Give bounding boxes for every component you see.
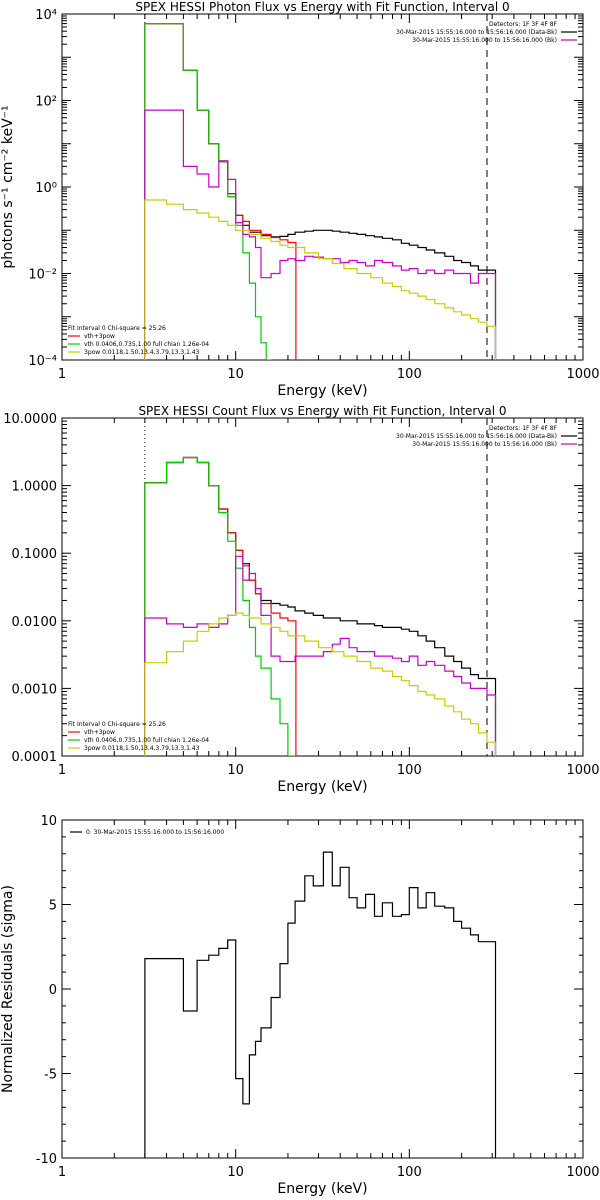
- y-tick-label: -5: [44, 1068, 57, 1083]
- legend-entry: Detectors: 1F 3F 4F 8F: [489, 21, 558, 28]
- chart-title: SPEX HESSI Count Flux vs Energy with Fit…: [138, 404, 506, 418]
- x-tick-label: 100: [397, 1165, 422, 1180]
- chart-panel-0: 1 10 100 1000 10⁻⁴ 10⁻² 10⁰ 10² 10⁴ SPEX HESSI Ph…: [0, 0, 600, 399]
- legend-entry: 30-Mar-2015 15:55:16.000 to 15:56:16.000…: [412, 37, 557, 44]
- series-line-0: [144, 851, 497, 1158]
- x-tick-label: 100: [397, 763, 422, 778]
- legend-entry: 30-Mar-2015 15:55:16.000 to 15:56:16.000…: [412, 441, 557, 448]
- x-axis-label: Energy (keV): [277, 1181, 367, 1197]
- legend-entry: 0. 30-Mar-2015 15:55:16.000 to 15:56:16.…: [86, 829, 224, 836]
- x-tick-label: 10: [227, 763, 244, 778]
- y-tick-label: 10⁻⁴: [28, 354, 57, 369]
- y-tick-label: 10⁻²: [28, 268, 57, 283]
- x-tick-label: 1: [58, 367, 66, 382]
- x-tick-label: 10: [227, 1165, 244, 1180]
- y-tick-label: 0.0100: [12, 615, 58, 630]
- series-line-4: [144, 199, 497, 360]
- y-axis-label: Normalized Residuals (sigma): [0, 885, 16, 1093]
- x-tick-label: 1: [58, 1165, 66, 1180]
- series-line-2: [144, 456, 296, 756]
- series-line-4: [144, 612, 497, 756]
- plot-frame: [61, 417, 584, 757]
- series-group: [144, 456, 497, 756]
- legend-entry: 30-Mar-2015 15:55:16.000 to 15:56:16.000…: [396, 433, 557, 440]
- legend-entry: vth+3pow: [84, 729, 115, 736]
- series-group: [144, 851, 497, 1158]
- legend-entry: Fit Interval 0 Chi-square = 25.26: [68, 325, 166, 332]
- legend-entry: Fit Interval 0 Chi-square = 25.26: [68, 721, 166, 728]
- chart-title: SPEX HESSI Photon Flux vs Energy with Fi…: [135, 0, 509, 14]
- x-axis-label: Energy (keV): [277, 383, 367, 399]
- series-line-3: [144, 555, 497, 756]
- y-tick-label: 10⁴: [35, 8, 57, 23]
- plot-frame: [61, 819, 584, 1159]
- x-tick-label: 1: [58, 763, 66, 778]
- y-tick-label: 0: [49, 983, 57, 998]
- x-axis-label: Energy (keV): [277, 779, 367, 795]
- legend-entry: vth+3pow: [84, 333, 115, 340]
- legend-entry: 3pow 0.0118,1.50,13.4,3.79,13.3,1.43: [84, 349, 200, 356]
- y-tick-label: 10⁰: [35, 181, 57, 196]
- y-tick-label: 10: [40, 814, 57, 829]
- y-tick-label: 10.0000: [3, 412, 57, 427]
- series-group: [144, 23, 497, 360]
- x-tick-label: 100: [397, 367, 422, 382]
- chart-panel-1: 1 10 100 1000 0.0001 0.0010 0.0100 0.1000 1.0000…: [3, 404, 599, 795]
- x-tick-label: 10: [227, 367, 244, 382]
- legend-entry: 30-Mar-2015 15:55:16.000 to 15:56:16.000…: [396, 29, 557, 36]
- series-line-0: [144, 456, 497, 756]
- y-tick-label: 0.0001: [12, 750, 58, 765]
- y-tick-label: 5: [49, 899, 57, 914]
- x-tick-label: 1000: [566, 1165, 599, 1180]
- x-tick-label: 1000: [566, 763, 599, 778]
- legend-entry: Detectors: 1F 3F 4F 8F: [489, 425, 558, 432]
- series-line-1: [144, 23, 297, 360]
- y-tick-label: -10: [36, 1152, 57, 1167]
- legend-entry: vth 0.0406,0.735,1.00 full chian 1.26e-0…: [84, 737, 209, 744]
- x-tick-label: 1000: [566, 367, 599, 382]
- legend-entry: 3pow 0.0118,1.50,13.4,3.79,13.3,1.43: [84, 745, 200, 752]
- series-line-3: [144, 109, 497, 360]
- y-tick-label: 0.1000: [12, 547, 58, 562]
- y-tick-label: 0.0010: [12, 682, 58, 697]
- series-line-1: [144, 456, 297, 756]
- y-axis-label: photons s⁻¹ cm⁻² keV⁻¹: [0, 105, 16, 268]
- y-tick-label: 10²: [35, 95, 57, 110]
- chart-panel-2: 1 10 100 1000 -10 -5 0 5 10 Energy (keV) Normalize…: [0, 814, 600, 1197]
- y-tick-label: 1.0000: [12, 480, 58, 495]
- plot-frame: [61, 13, 584, 361]
- series-line-2: [144, 23, 272, 360]
- legend-entry: vth 0.0406,0.735,1.00 full chian 1.26e-0…: [84, 341, 209, 348]
